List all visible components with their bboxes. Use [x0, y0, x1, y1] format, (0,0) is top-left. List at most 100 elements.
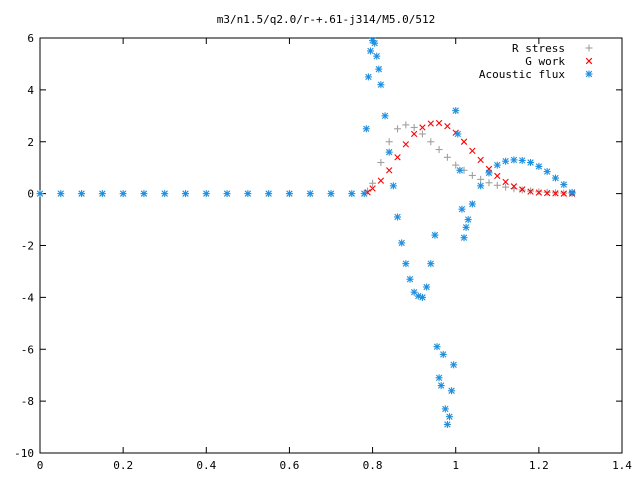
r-stress-point: [543, 188, 551, 196]
acoustic-flux-point: [423, 283, 431, 291]
acoustic-flux-point: [36, 190, 44, 198]
acoustic-flux-point: [468, 200, 476, 208]
r-stress-point: [477, 175, 485, 183]
r-stress-point: [385, 138, 393, 146]
acoustic-flux-point: [493, 161, 501, 169]
acoustic-flux-point: [441, 405, 449, 413]
acoustic-flux-point: [427, 260, 435, 268]
y-tick-label: 2: [27, 136, 34, 149]
acoustic-flux-point: [560, 181, 568, 189]
legend-label-g-work: G work: [525, 55, 565, 68]
y-tick-label: -2: [21, 240, 34, 253]
acoustic-flux-point: [375, 65, 383, 73]
acoustic-flux-point: [285, 190, 293, 198]
acoustic-flux-point: [377, 81, 385, 89]
r-stress-point: [502, 183, 510, 191]
g-work-point: [535, 189, 543, 196]
acoustic-flux-point: [98, 190, 106, 198]
r-stress-point: [394, 125, 402, 133]
g-work-point: [552, 190, 559, 197]
x-tick-label: 0: [37, 459, 44, 472]
acoustic-flux-point: [454, 130, 462, 138]
g-work-point: [419, 124, 426, 131]
r-stress-point: [493, 181, 501, 189]
acoustic-flux-point: [439, 350, 447, 358]
acoustic-flux-point: [348, 190, 356, 198]
y-tick-label: 4: [27, 84, 34, 97]
legend-label-r-stress: R stress: [512, 42, 565, 55]
acoustic-flux-point: [435, 374, 443, 382]
acoustic-flux-point: [202, 190, 210, 198]
r-stress-point: [410, 123, 418, 131]
legend-marker-acoustic-flux: [585, 70, 593, 78]
acoustic-flux-point: [244, 190, 252, 198]
plot-frame: [39, 37, 623, 454]
acoustic-flux-point: [265, 190, 273, 198]
acoustic-flux-point: [437, 382, 445, 390]
acoustic-flux-point: [431, 231, 439, 239]
acoustic-flux-point: [306, 190, 314, 198]
acoustic-flux-point: [518, 156, 526, 164]
acoustic-flux-point: [443, 420, 451, 428]
acoustic-flux-point: [119, 190, 127, 198]
acoustic-flux-point: [450, 361, 458, 369]
acoustic-flux-point: [460, 234, 468, 242]
acoustic-flux-point: [373, 52, 381, 60]
g-work-point: [435, 119, 443, 127]
series-acoustic-flux: [36, 37, 576, 428]
x-tick-label: 0.8: [363, 459, 383, 472]
acoustic-flux-point: [464, 216, 472, 224]
acoustic-flux-point: [418, 293, 426, 301]
r-stress-point: [427, 138, 435, 146]
acoustic-flux-point: [445, 413, 453, 421]
r-stress-point: [452, 161, 460, 169]
x-tick-label: 1.2: [529, 459, 549, 472]
r-stress-point: [435, 146, 443, 154]
x-tick-label: 0.4: [196, 459, 216, 472]
acoustic-flux-point: [385, 148, 393, 156]
y-tick-label: -6: [21, 343, 34, 356]
acoustic-flux-point: [510, 156, 518, 164]
acoustic-flux-point: [366, 47, 374, 55]
g-work-point: [364, 189, 371, 196]
r-stress-point: [535, 188, 543, 196]
acoustic-flux-point: [223, 190, 231, 198]
acoustic-flux-point: [389, 182, 397, 190]
acoustic-flux-point: [362, 125, 370, 133]
acoustic-flux-point: [551, 174, 559, 182]
axis-ticks: 0 0.2 0.4 0.6 0.8 1 1.2 1.4 -10 -8 -6 -4 -2 0 2 4 6: [14, 32, 632, 472]
legend-marker-g-work: [585, 57, 593, 65]
g-work-point: [527, 188, 534, 195]
r-stress-point: [418, 130, 426, 138]
acoustic-flux-point: [381, 112, 389, 120]
acoustic-flux-point: [477, 182, 485, 190]
acoustic-flux-point: [456, 166, 464, 174]
acoustic-flux-point: [364, 73, 372, 81]
acoustic-flux-point: [535, 162, 543, 170]
acoustic-flux-point: [394, 213, 402, 221]
g-work-point: [410, 130, 418, 138]
x-tick-label: 0.2: [113, 459, 133, 472]
g-work-point: [502, 178, 509, 186]
g-work-point: [519, 186, 526, 193]
y-tick-label: -10: [14, 447, 34, 460]
chart-title: m3/n1.5/q2.0/r-+.61-j314/M5.0/512: [217, 13, 436, 26]
acoustic-flux-point: [140, 190, 148, 198]
r-stress-point: [468, 171, 476, 179]
acoustic-flux-point: [57, 190, 65, 198]
legend-label-acoustic-flux: Acoustic flux: [479, 68, 565, 81]
series-g-work: [364, 119, 576, 197]
r-stress-point: [402, 121, 410, 129]
acoustic-flux-point: [406, 275, 414, 283]
g-work-point: [386, 167, 393, 174]
acoustic-flux-point: [527, 159, 535, 166]
y-tick-label: 0: [27, 188, 34, 201]
g-work-point: [394, 154, 401, 161]
g-work-point: [427, 120, 434, 127]
acoustic-flux-point: [371, 39, 379, 47]
acoustic-flux-point: [448, 387, 456, 395]
acoustic-flux-point: [433, 343, 441, 351]
x-tick-label: 1: [452, 459, 459, 472]
